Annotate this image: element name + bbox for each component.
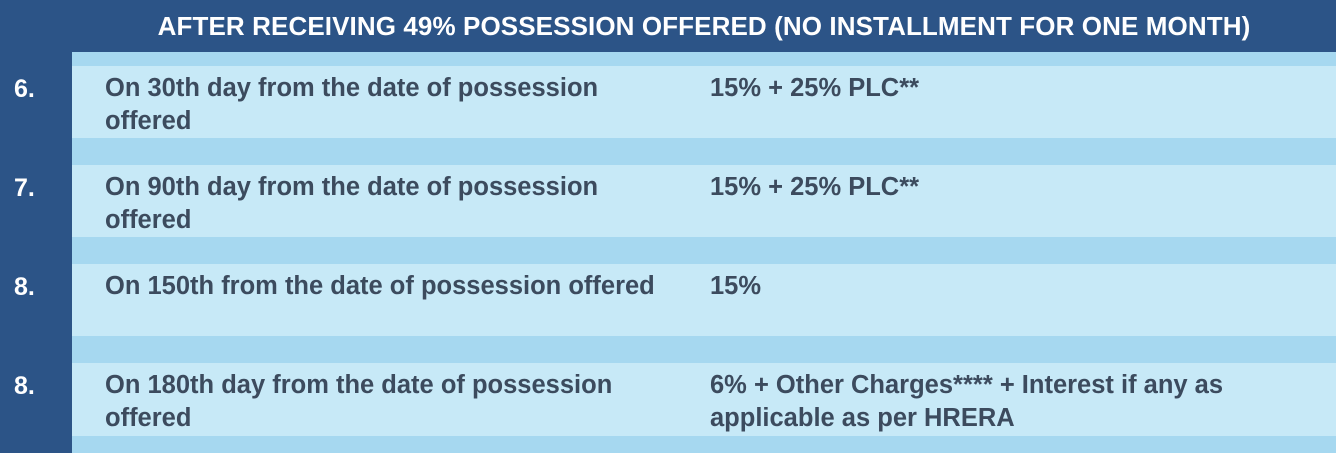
row-amount: 15% — [710, 272, 762, 300]
row-amount: 15% + 25% PLC** — [710, 173, 920, 201]
table-row: On 90th day from the date of possession … — [72, 165, 1336, 237]
row-description: On 150th from the date of possession off… — [105, 272, 655, 300]
row-separator — [72, 52, 1336, 66]
table-row: On 180th day from the date of possession… — [72, 363, 1336, 436]
table-row: On 30th day from the date of possession … — [72, 66, 1336, 138]
row-separator — [72, 436, 1336, 453]
section-header: AFTER RECEIVING 49% POSSESSION OFFERED (… — [72, 0, 1336, 52]
row-separator — [72, 237, 1336, 264]
row-amount: 15% + 25% PLC** — [710, 74, 920, 102]
payment-schedule-table: On 30th day from the date of possession … — [72, 52, 1336, 453]
row-number: 8. — [14, 372, 35, 400]
row-number: 8. — [14, 273, 35, 301]
row-separator — [72, 336, 1336, 363]
row-number: 7. — [14, 174, 35, 202]
row-amount: 6% + Other Charges**** + Interest if any… — [710, 371, 1224, 432]
row-number: 6. — [14, 75, 35, 103]
row-description: On 90th day from the date of possession … — [105, 173, 599, 234]
row-description: On 30th day from the date of possession … — [105, 74, 599, 135]
row-separator — [72, 138, 1336, 165]
section-header-title: AFTER RECEIVING 49% POSSESSION OFFERED (… — [157, 10, 1251, 41]
row-description: On 180th day from the date of possession… — [105, 371, 613, 432]
table-row: On 150th from the date of possession off… — [72, 264, 1336, 336]
